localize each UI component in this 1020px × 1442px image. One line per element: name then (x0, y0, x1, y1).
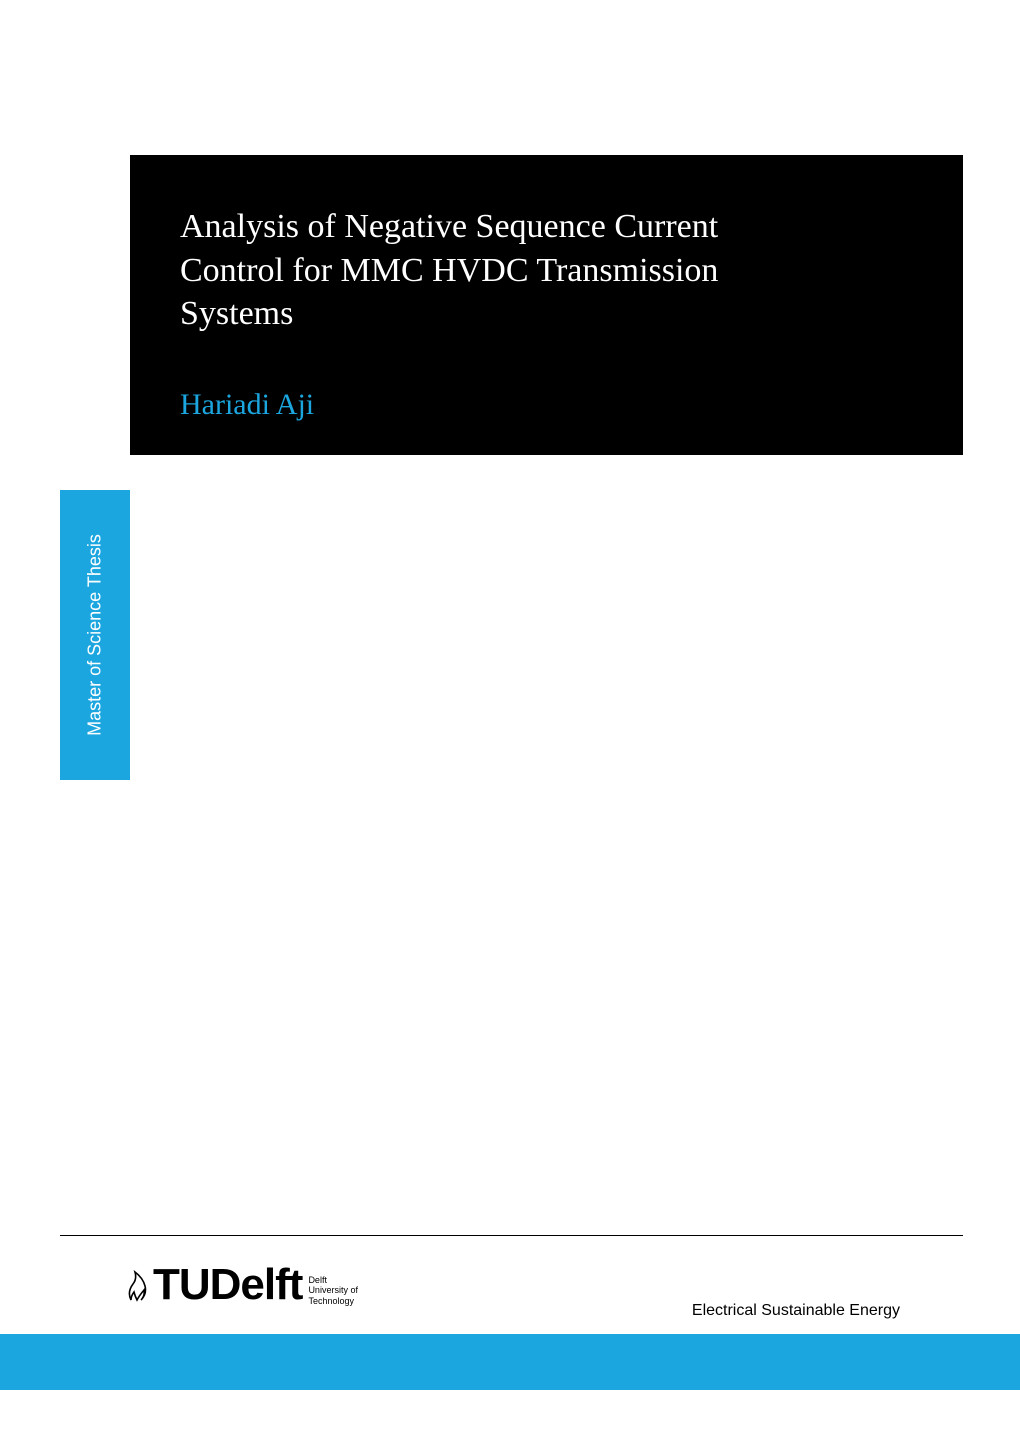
logo-sub-line2: University of (308, 1285, 358, 1295)
flame-icon (125, 1270, 151, 1304)
title-block: Analysis of Negative Sequence Current Co… (130, 155, 963, 455)
side-tab: Master of Science Thesis (60, 490, 130, 780)
logo-main: TUDelft Delft University of Technology (125, 1260, 358, 1310)
title-line-3: Systems (180, 295, 293, 332)
side-tab-label: Master of Science Thesis (85, 534, 106, 736)
university-logo: TUDelft Delft University of Technology (125, 1260, 358, 1310)
logo-wordmark: TUDelft (153, 1260, 302, 1310)
author-name: Hariadi Aji (180, 388, 931, 422)
bottom-accent-bar (0, 1334, 1020, 1390)
title-line-1: Analysis of Negative Sequence Current (180, 208, 718, 245)
department-name: Electrical Sustainable Energy (692, 1302, 900, 1320)
thesis-title: Analysis of Negative Sequence Current Co… (180, 205, 931, 336)
logo-subtitle: Delft University of Technology (308, 1275, 358, 1306)
thesis-cover-page: Analysis of Negative Sequence Current Co… (0, 0, 1020, 1442)
logo-sub-line3: Technology (308, 1296, 358, 1306)
footer-divider (60, 1235, 963, 1236)
logo-sub-line1: Delft (308, 1275, 358, 1285)
title-line-2: Control for MMC HVDC Transmission (180, 252, 718, 289)
